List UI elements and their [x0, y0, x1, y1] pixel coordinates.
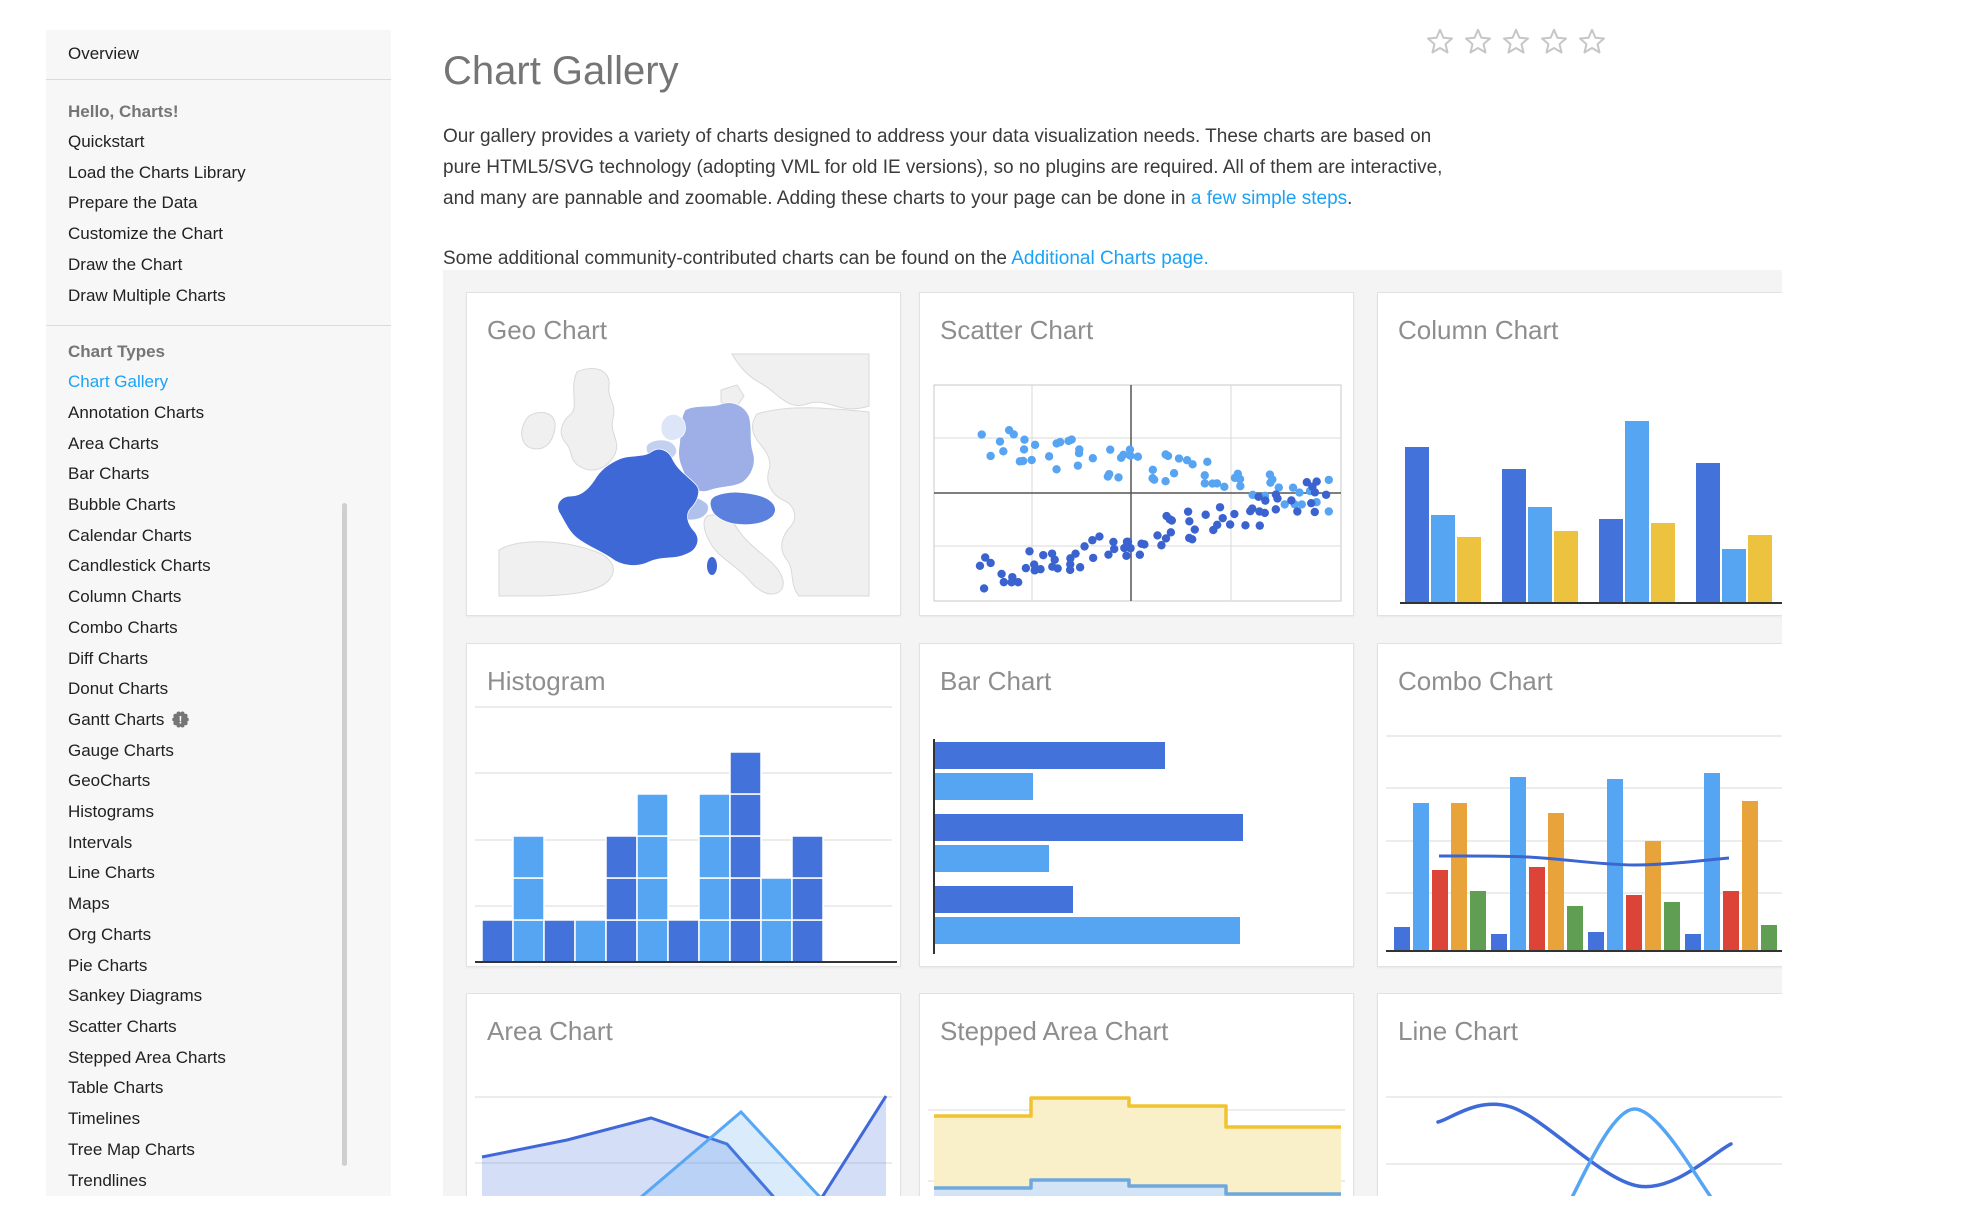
- intro-text: Our gallery provides a variety of charts…: [443, 126, 1443, 209]
- sidebar-item-histograms[interactable]: Histograms: [68, 802, 154, 822]
- card-title: Histogram: [487, 666, 606, 696]
- sidebar-item-load-the-charts-library[interactable]: Load the Charts Library: [68, 162, 246, 182]
- sidebar-divider: [46, 79, 391, 80]
- sidebar-item-diff-charts[interactable]: Diff Charts: [68, 648, 148, 668]
- star-icon[interactable]: [1501, 26, 1531, 56]
- star-icon[interactable]: [1539, 26, 1569, 56]
- sidebar-item-line-charts[interactable]: Line Charts: [68, 863, 155, 883]
- sidebar-item-table-charts[interactable]: Table Charts: [68, 1078, 164, 1098]
- intro-paragraph: Our gallery provides a variety of charts…: [443, 121, 1623, 214]
- gallery-card-histogram[interactable]: Histogram: [466, 643, 901, 967]
- card-title: Area Chart: [487, 1016, 613, 1046]
- star-icon[interactable]: [1463, 26, 1493, 56]
- sidebar-item-org-charts[interactable]: Org Charts: [68, 924, 152, 944]
- sidebar-item-combo-charts[interactable]: Combo Charts: [68, 617, 178, 637]
- sidebar-item-customize-the-chart[interactable]: Customize the Chart: [68, 224, 223, 244]
- card-title: Column Chart: [1398, 315, 1559, 345]
- sidebar: Overview Hello, Charts! Quickstart Load th…: [46, 30, 391, 1196]
- sidebar-item-pie-charts[interactable]: Pie Charts: [68, 955, 148, 975]
- histogram-thumbnail: [475, 706, 897, 963]
- sidebar-item-draw-the-chart[interactable]: Draw the Chart: [68, 254, 183, 274]
- gallery-card-geo-chart[interactable]: Geo Chart: [466, 292, 901, 616]
- intro-text-period: .: [1347, 188, 1353, 209]
- gallery-card-stepped-area-chart[interactable]: Stepped Area Chart: [919, 993, 1354, 1196]
- sidebar-item-sankey-diagrams[interactable]: Sankey Diagrams: [68, 986, 203, 1006]
- sidebar-item-bar-charts[interactable]: Bar Charts: [68, 464, 150, 484]
- sidebar-item-gantt-charts[interactable]: Gantt Charts!: [46, 705, 391, 736]
- chart-gallery-grid: Geo Chart Scatter Chart Column Chart Histog…: [443, 270, 1782, 1196]
- sidebar-item-overview[interactable]: Overview: [68, 44, 139, 63]
- sidebar-section-header: Chart Types: [68, 342, 165, 362]
- additional-text: Some additional community-contributed ch…: [443, 248, 1012, 269]
- beta-badge-icon: !: [172, 711, 190, 728]
- sidebar-section: Chart Types Chart Gallery Annotation Chart…: [46, 326, 391, 1210]
- card-title: Combo Chart: [1398, 666, 1553, 696]
- column-thumbnail: [1400, 421, 1782, 604]
- scatter-thumbnail: [933, 384, 1342, 602]
- sidebar-item-chart-gallery[interactable]: Chart Gallery: [68, 372, 169, 392]
- sidebar-section-header: Hello, Charts!: [68, 102, 179, 121]
- sidebar-item-scatter-charts[interactable]: Scatter Charts: [68, 1016, 177, 1036]
- line-thumbnail: [1386, 1096, 1782, 1196]
- sidebar-item-timelines[interactable]: Timelines: [68, 1109, 141, 1129]
- sidebar-item-maps[interactable]: Maps: [68, 894, 110, 914]
- simple-steps-link[interactable]: a few simple steps: [1190, 188, 1348, 209]
- card-title: Geo Chart: [487, 315, 607, 345]
- card-title: Scatter Chart: [940, 315, 1094, 345]
- area-thumbnail: [475, 1095, 892, 1196]
- sidebar-item-prepare-the-data[interactable]: Prepare the Data: [68, 193, 198, 213]
- gallery-card-line-chart[interactable]: Line Chart: [1377, 993, 1782, 1196]
- sidebar-sections: Hello, Charts! Quickstart Load the Charts …: [46, 80, 391, 1210]
- gallery-card-area-chart[interactable]: Area Chart: [466, 993, 901, 1196]
- sidebar-item-annotation-charts[interactable]: Annotation Charts: [68, 402, 205, 422]
- star-icon[interactable]: [1425, 26, 1455, 56]
- sidebar-item-donut-charts[interactable]: Donut Charts: [68, 679, 169, 699]
- sidebar-item-bubble-charts[interactable]: Bubble Charts: [68, 495, 176, 515]
- additional-charts-link[interactable]: Additional Charts page.: [1011, 248, 1209, 269]
- barh-thumbnail: [933, 739, 1243, 954]
- svg-text:!: !: [179, 715, 183, 727]
- sidebar-section: Hello, Charts! Quickstart Load the Charts …: [46, 80, 391, 325]
- sidebar-item-stepped-area-charts[interactable]: Stepped Area Charts: [68, 1047, 226, 1067]
- gallery-card-bar-chart[interactable]: Bar Chart: [919, 643, 1354, 967]
- sidebar-item-geocharts[interactable]: GeoCharts: [68, 771, 151, 791]
- sidebar-item-trendlines[interactable]: Trendlines: [68, 1170, 147, 1190]
- gallery-card-combo-chart[interactable]: Combo Chart: [1377, 643, 1782, 967]
- gallery-card-scatter-chart[interactable]: Scatter Chart: [919, 292, 1354, 616]
- page-title: Chart Gallery: [443, 48, 679, 93]
- sidebar-item-quickstart[interactable]: Quickstart: [68, 132, 145, 151]
- sidebar-item-intervals[interactable]: Intervals: [68, 832, 133, 852]
- sidebar-item-candlestick-charts[interactable]: Candlestick Charts: [68, 556, 211, 576]
- card-title: Line Chart: [1398, 1016, 1518, 1046]
- sidebar-item-gauge-charts[interactable]: Gauge Charts: [68, 740, 174, 760]
- sidebar-item-calendar-charts[interactable]: Calendar Charts: [68, 525, 192, 545]
- card-title: Stepped Area Chart: [940, 1016, 1169, 1046]
- card-title: Bar Chart: [940, 666, 1052, 696]
- gallery-card-column-chart[interactable]: Column Chart: [1377, 292, 1782, 616]
- sidebar-item-column-charts[interactable]: Column Charts: [68, 587, 182, 607]
- sidebar-item-tree-map-charts[interactable]: Tree Map Charts: [68, 1139, 195, 1159]
- stepped-thumbnail: [928, 1096, 1345, 1196]
- sidebar-divider: [46, 325, 391, 327]
- sidebar-item-area-charts[interactable]: Area Charts: [68, 433, 159, 453]
- sidebar-scrollbar[interactable]: [342, 503, 347, 1166]
- star-icon[interactable]: [1577, 26, 1607, 56]
- geo-thumbnail: [498, 353, 870, 597]
- combo-thumbnail: [1386, 735, 1782, 952]
- additional-charts-paragraph: Some additional community-contributed ch…: [443, 243, 1623, 274]
- rating-stars: [1425, 26, 1607, 56]
- sidebar-item-draw-multiple-charts[interactable]: Draw Multiple Charts: [68, 285, 226, 305]
